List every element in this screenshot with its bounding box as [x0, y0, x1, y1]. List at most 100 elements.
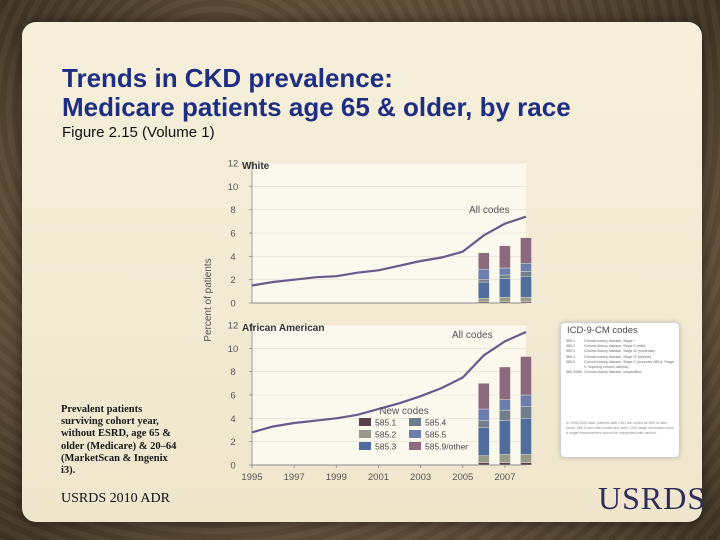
code-description: Chronic kidney disease, Stage I [584, 339, 635, 343]
bar-segment [520, 296, 532, 303]
bar-segment [478, 268, 490, 280]
bar-segment [478, 383, 490, 410]
bar-segment [520, 237, 532, 264]
bar-segment [520, 271, 532, 277]
y-tick-label: 0 [230, 299, 235, 310]
bar-segment [520, 406, 532, 419]
code-description: Chronic kidney disease, Stage IV (severe… [584, 354, 652, 359]
bar-segment [499, 409, 511, 421]
series-label: All codes [452, 330, 493, 341]
code-number: 585.3 [566, 349, 575, 354]
legend-swatch [359, 430, 371, 438]
bar-segment [499, 366, 511, 400]
x-tick-label: 1995 [241, 472, 262, 480]
bar-segment [499, 454, 511, 463]
legend-title: New codes [379, 406, 428, 417]
bar-segment [499, 462, 511, 466]
y-tick-label: 8 [230, 367, 235, 378]
y-tick-label: 10 [228, 344, 239, 355]
y-tick-label: 12 [228, 159, 239, 170]
x-tick-label: 2005 [452, 472, 473, 480]
icd-codes-box: ICD-9-CM codes 585.1 Chronic kidney disea… [560, 322, 680, 458]
y-tick-label: 2 [230, 275, 235, 286]
bar-segment [520, 418, 532, 455]
legend-item-label: 585.3 [375, 442, 397, 452]
bar-segment [499, 399, 511, 411]
x-tick-label: 1997 [284, 472, 305, 480]
legend-swatch [409, 418, 421, 426]
codes-note: In 1995-2005 data, patients with CKD are… [566, 421, 674, 435]
legend-item-label: 585.2 [375, 430, 397, 440]
all-codes-line [251, 215, 527, 287]
bar-segment [520, 356, 532, 396]
chart-panel-white: 0 2 4 6 8 10 12 White All codes [228, 159, 532, 310]
code-number: 585.4 [566, 354, 575, 359]
legend-swatch [359, 418, 371, 426]
code-row: 585.3 Chronic kidney disease, Stage III (… [566, 349, 676, 354]
y-tick-label: 8 [230, 205, 235, 216]
panel-label: White [242, 161, 270, 172]
code-row: 585.5 Chronic kidney disease, Stage V (ex… [566, 360, 676, 370]
legend-swatch [359, 442, 371, 450]
y-tick-label: 4 [230, 252, 235, 263]
bar-segment [520, 275, 532, 298]
code-row: 585.9/585 Chronic kidney disease, unspeci… [566, 370, 676, 375]
title-line-1: Trends in CKD prevalence: [62, 63, 393, 93]
y-axis-label: Percent of patients [203, 258, 214, 341]
bar-segment [478, 408, 490, 421]
bar-segment [478, 427, 490, 456]
legend-item-label: 585.9/other [425, 442, 468, 452]
panel-label: African American [242, 323, 324, 334]
usrds-logo: USRDS [598, 480, 707, 516]
code-row: 585.1 Chronic kidney disease, Stage I [566, 339, 676, 344]
bar-segment [478, 420, 490, 428]
bar-segment [520, 454, 532, 463]
codes-box-title: ICD-9-CM codes [567, 325, 638, 336]
x-tick-label: 1999 [326, 472, 347, 480]
bar-segment [520, 462, 532, 466]
legend-swatch [409, 442, 421, 450]
series-label: All codes [469, 205, 510, 216]
y-tick-label: 6 [230, 391, 235, 402]
code-number: 585.5 [566, 359, 575, 364]
code-number: 585.2 [566, 344, 575, 349]
bar-segment [478, 252, 490, 270]
y-tick-label: 6 [230, 229, 235, 240]
bar-segment [499, 278, 511, 298]
bar-segment [499, 274, 511, 279]
x-tick-label: 2001 [368, 472, 389, 480]
title-line-2: Medicare patients age 65 & older, by rac… [62, 92, 571, 122]
chart-panel-african-american: 0 2 4 6 8 10 12 African American All codes [228, 321, 532, 472]
legend-item-label: 585.4 [425, 418, 447, 428]
code-number: 585.9/585 [566, 370, 582, 375]
y-tick-label: 2 [230, 437, 235, 448]
bar-segment [478, 462, 490, 466]
slide-title: Trends in CKD prevalence: Medicare patie… [62, 64, 682, 122]
codes-list: 585.1 Chronic kidney disease, Stage I 585.… [566, 339, 676, 375]
figure-caption: Prevalent patients surviving cohort year… [61, 404, 177, 477]
code-row: 585.2 Chronic kidney disease, Stage II (m… [566, 344, 676, 349]
y-tick-label: 0 [230, 461, 235, 472]
bar-segment [499, 420, 511, 455]
bar-segment [478, 455, 490, 463]
code-number: 585.1 [566, 339, 575, 343]
code-description: Chronic kidney disease, unspecified [584, 370, 642, 375]
legend-item-label: 585.1 [375, 418, 397, 428]
code-description: Chronic kidney disease, Stage II (mild) [584, 344, 646, 349]
y-tick-label: 4 [230, 414, 235, 425]
bar-segment [499, 245, 511, 269]
code-description: Chronic kidney disease, Stage III (moder… [584, 349, 656, 354]
y-tick-label: 12 [228, 321, 239, 332]
legend-swatch [409, 430, 421, 438]
footer-source: USRDS 2010 ADR [61, 491, 170, 506]
figure-reference: Figure 2.15 (Volume 1) [62, 124, 215, 141]
x-tick-label: 2003 [410, 472, 431, 480]
code-description: Chronic kidney disease, Stage V (exclude… [584, 359, 674, 370]
bar-segment [499, 296, 511, 303]
legend-item-label: 585.5 [425, 430, 447, 440]
code-row: 585.4 Chronic kidney disease, Stage IV (s… [566, 355, 676, 360]
y-tick-label: 10 [228, 182, 239, 193]
